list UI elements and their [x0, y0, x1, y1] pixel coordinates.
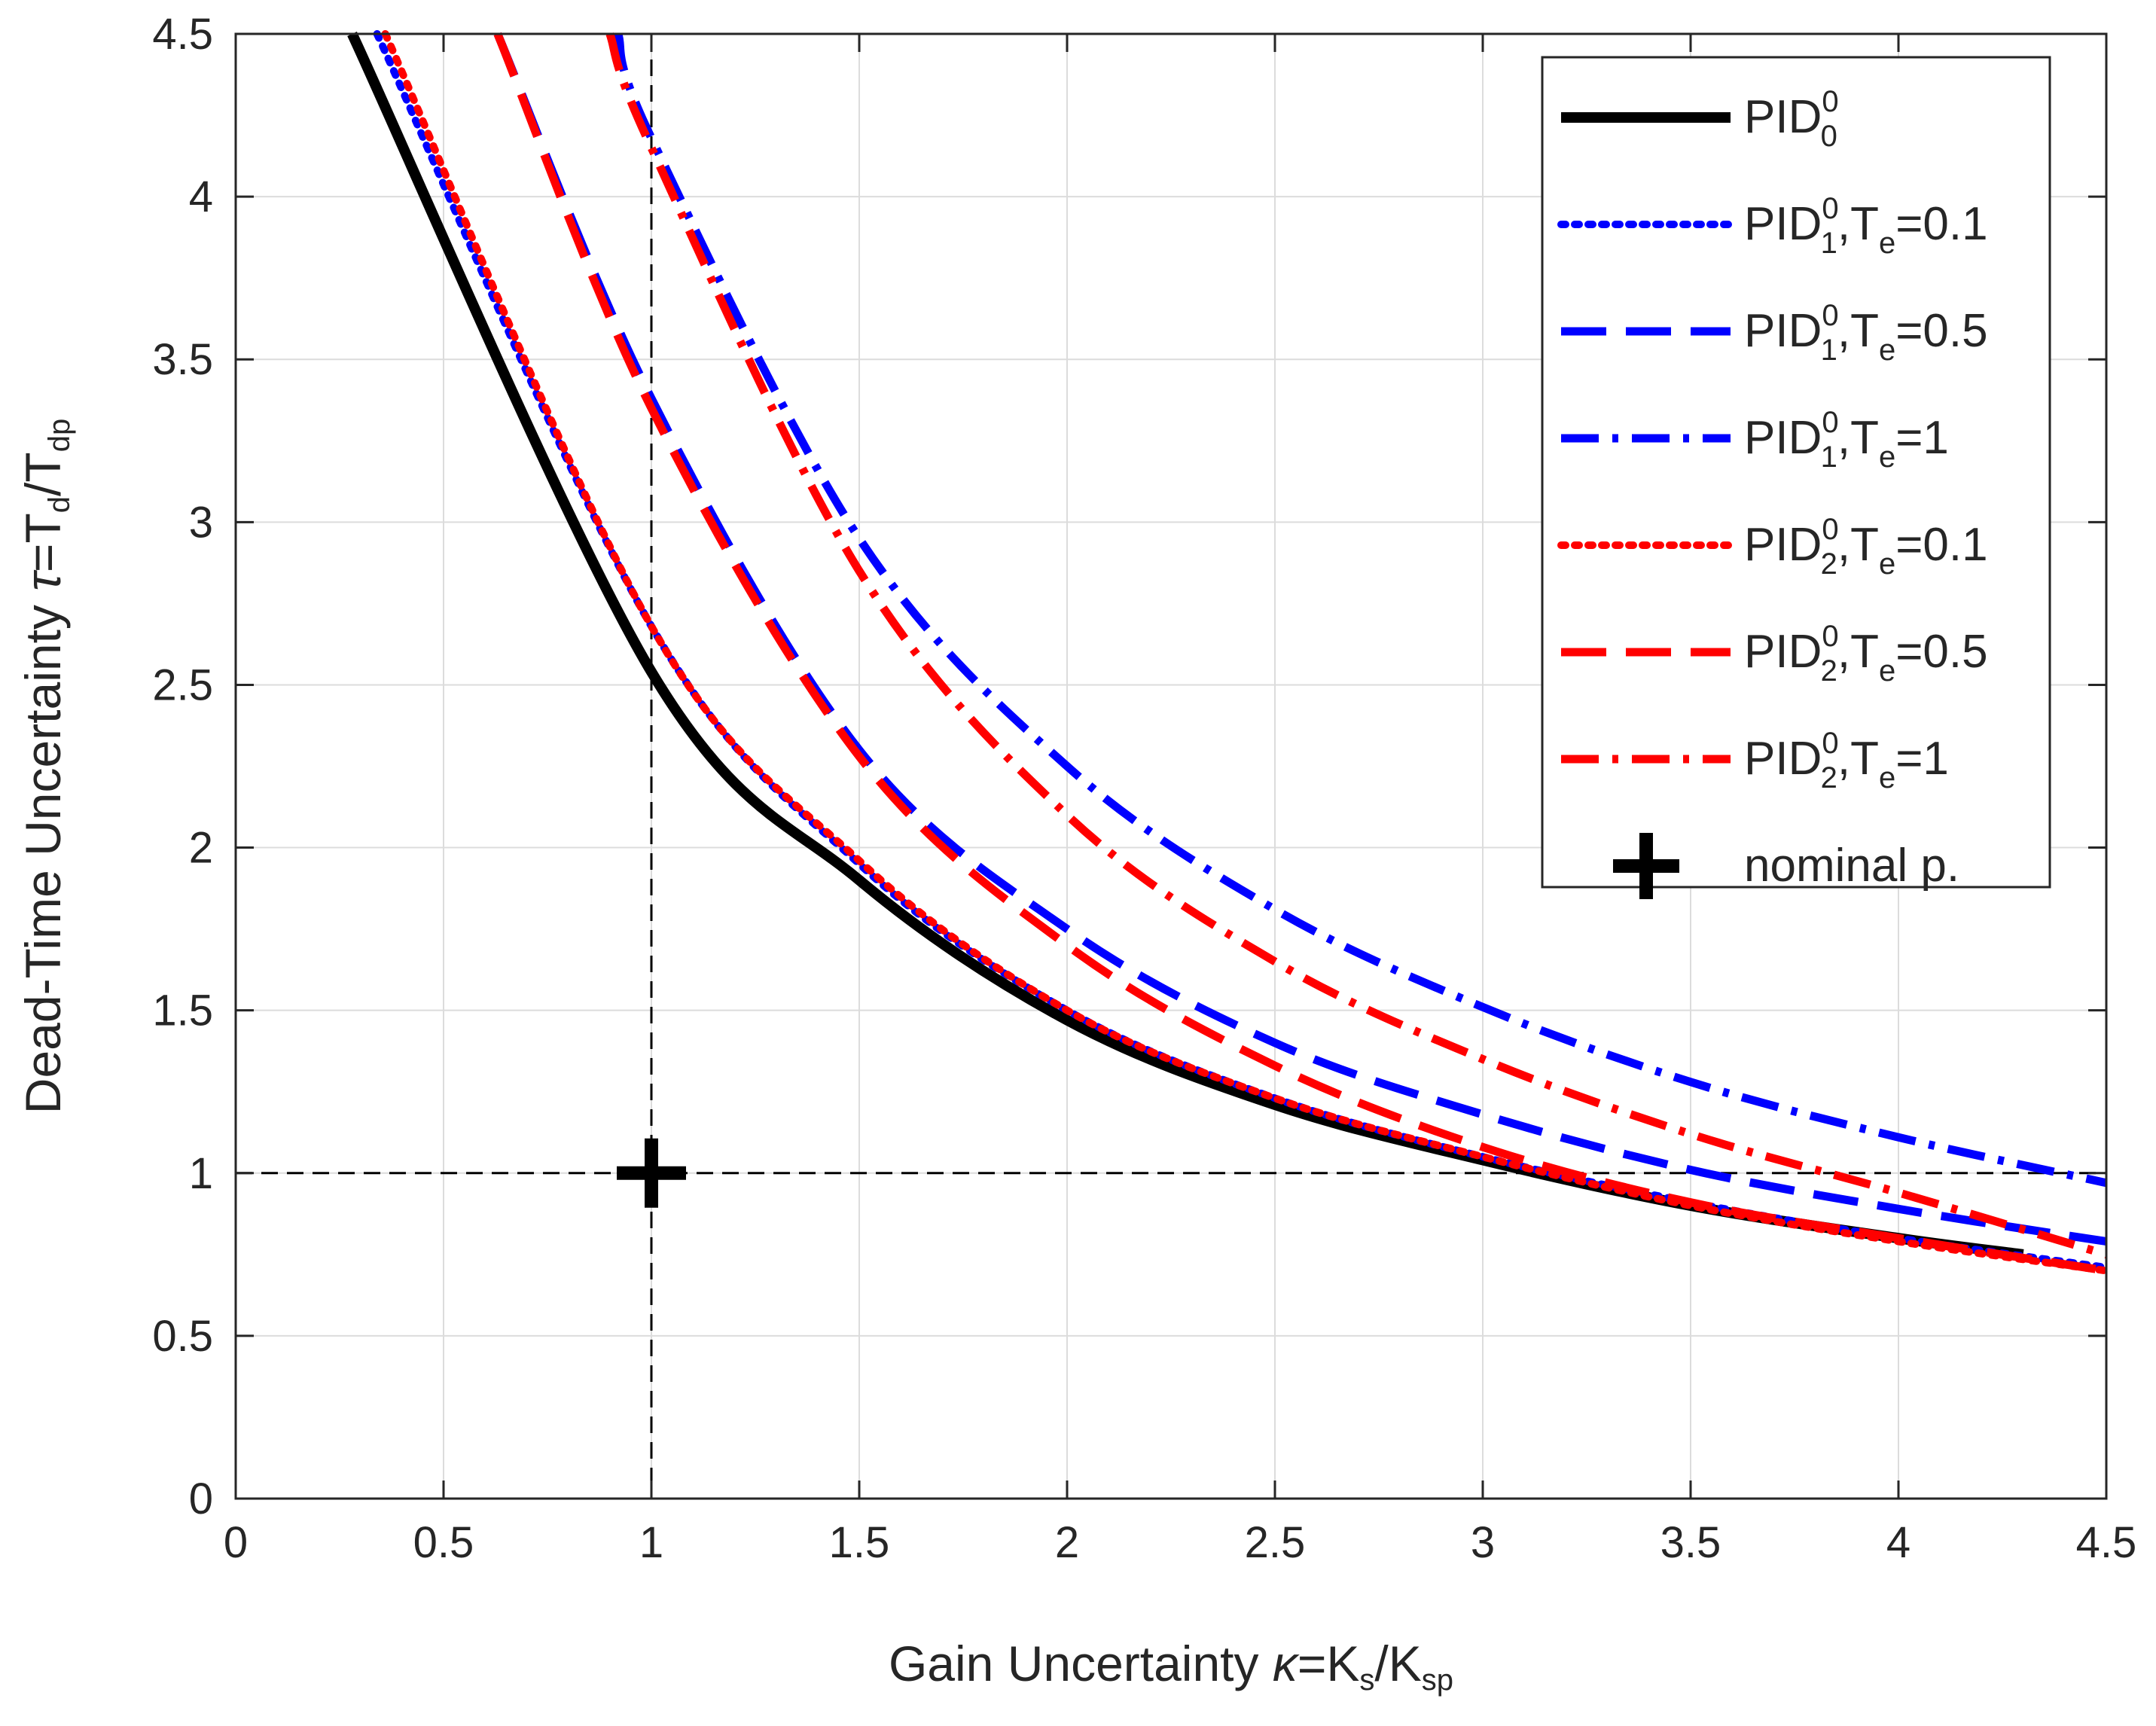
legend-label-5-part-3: ,T	[1837, 626, 1879, 678]
legend-label-4-part-5: =0.1	[1895, 519, 1987, 571]
legend-label-3-part-3: ,T	[1837, 412, 1879, 464]
legend-label-6-part-3: ,T	[1837, 733, 1879, 785]
legend-label-2-part-3: ,T	[1837, 305, 1879, 357]
legend-label-0-part-0: PID	[1744, 91, 1822, 143]
legend-label-4-part-2: 2	[1821, 547, 1837, 581]
legend-label-5-part-0: PID	[1744, 626, 1822, 678]
x-axis-title: Gain Uncertainty κ=Ks/Ksp	[889, 1636, 1453, 1697]
x-tick-label-2: 1	[639, 1518, 663, 1567]
legend-label-3: PID0 1,Te=1	[1744, 406, 1949, 474]
legend-label-1-part-4: e	[1879, 227, 1895, 260]
legend-label-2-part-2: 1	[1821, 334, 1837, 367]
x-tick-label-8: 4	[1886, 1518, 1911, 1567]
x-axis-title-greek: κ	[1273, 1636, 1300, 1691]
series-line-6	[605, 32, 2108, 1259]
y-tick-label-7: 3.5	[152, 335, 213, 384]
y-axis-title: Dead-Time Uncertainty τ=Td/Tdp	[15, 419, 76, 1114]
x-tick-label-7: 3.5	[1660, 1518, 1721, 1567]
x-tick-label-0: 0	[224, 1518, 248, 1567]
y-tick-label-1: 0.5	[152, 1312, 213, 1361]
y-tick-label-2: 1	[189, 1149, 213, 1198]
legend-label-6-part-2: 2	[1821, 761, 1837, 794]
legend-label-5: PID0 2,Te=0.5	[1744, 620, 1988, 688]
legend-label-4-part-0: PID	[1744, 519, 1822, 571]
y-axis-title-eq: =T	[15, 513, 71, 572]
legend-label-2-part-4: e	[1879, 334, 1895, 367]
legend-label-6-part-4: e	[1879, 761, 1895, 794]
x-tick-label-4: 2	[1055, 1518, 1079, 1567]
y-tick-label-0: 0	[189, 1474, 213, 1523]
legend-label-3-part-2: 1	[1821, 441, 1837, 474]
y-axis-title-main: Dead-Time Uncertainty	[15, 591, 71, 1114]
legend-label-3-part-1: 0	[1822, 406, 1838, 439]
legend-label-1-part-1: 0	[1822, 192, 1838, 225]
series-line-3	[614, 32, 2108, 1188]
legend-label-nominal: nominal p.	[1744, 840, 1959, 892]
reference-lines	[236, 34, 2106, 1499]
tick-layer: 0 0.5 1 1.5 2 2.5 3 3.5 4 4.5 0 0.5 1 1.5 2 2.5 3 3.5 4 4.5	[152, 10, 2136, 1567]
legend-label-1-part-2: 1	[1821, 227, 1837, 260]
legend-label-2: PID0 1,Te=0.5	[1744, 299, 1988, 367]
legend-label-5-part-1: 0	[1822, 620, 1838, 653]
legend-label-6-part-1: 0	[1822, 727, 1838, 760]
legend-label-1-part-0: PID	[1744, 198, 1822, 250]
legend-label-5-part-5: =0.5	[1895, 626, 1987, 678]
x-axis-title-main: Gain Uncertainty	[889, 1636, 1273, 1691]
legend-label-3-part-4: e	[1879, 441, 1895, 474]
legend-label-6-part-5: =1	[1895, 733, 1949, 785]
x-tick-label-9: 4.5	[2076, 1518, 2137, 1567]
legend-label-1-part-3: ,T	[1837, 198, 1879, 250]
y-axis-title-sub1: d	[43, 496, 76, 513]
x-axis-title-eq: =K	[1298, 1636, 1360, 1691]
legend-label-2-part-0: PID	[1744, 305, 1822, 357]
series-layer	[347, 30, 2110, 1275]
x-tick-label-6: 3	[1471, 1518, 1495, 1567]
legend-label-1-part-5: =0.1	[1895, 198, 1987, 250]
x-axis-title-slash: /K	[1374, 1636, 1421, 1691]
x-axis-title-sub1: s	[1359, 1663, 1374, 1697]
legend-label-3-part-0: PID	[1744, 412, 1822, 464]
legend-label-0: PID0 0	[1744, 85, 1839, 153]
x-tick-label-5: 2.5	[1245, 1518, 1306, 1567]
y-tick-label-3: 1.5	[152, 987, 213, 1035]
legend-label-1: PID0 1,Te=0.1	[1744, 192, 1988, 260]
legend-label-4-part-4: e	[1879, 547, 1895, 581]
legend-label-6: PID0 2,Te=1	[1744, 727, 1949, 794]
legend-label-0-part-2: 0	[1821, 120, 1837, 153]
y-tick-label-9: 4.5	[152, 10, 213, 59]
legend-label-6-part-0: PID	[1744, 733, 1822, 785]
legend-label-2-part-1: 0	[1822, 299, 1838, 332]
legend-box	[1541, 56, 2051, 889]
x-axis-title-sub2: sp	[1422, 1663, 1453, 1697]
legend-label-0-part-1: 0	[1822, 85, 1838, 118]
y-tick-label-8: 4	[189, 172, 213, 221]
legend-label-2-part-5: =0.5	[1895, 305, 1987, 357]
series-line-5	[493, 32, 2107, 1275]
legend-label-3-part-5: =1	[1895, 412, 1949, 464]
plot-border	[234, 32, 2108, 1500]
legend-label-4-part-3: ,T	[1837, 519, 1879, 571]
y-axis-title-greek: τ	[15, 569, 71, 591]
nominal-marker-layer	[617, 1138, 686, 1208]
series-line-4	[381, 30, 2110, 1275]
y-axis-title-sub2: dp	[43, 419, 76, 453]
y-tick-label-6: 3	[189, 498, 213, 547]
legend-label-5-part-2: 2	[1821, 654, 1837, 688]
y-tick-label-4: 2	[189, 824, 213, 873]
legend-label-4-part-1: 0	[1822, 513, 1838, 546]
x-tick-label-3: 1.5	[829, 1518, 890, 1567]
y-axis-title-slash: /T	[15, 452, 71, 496]
x-tick-label-1: 0.5	[413, 1518, 474, 1567]
y-tick-label-5: 2.5	[152, 660, 213, 709]
legend-label-4: PID0 2,Te=0.1	[1744, 513, 1988, 581]
legend-label-5-part-4: e	[1879, 654, 1895, 688]
